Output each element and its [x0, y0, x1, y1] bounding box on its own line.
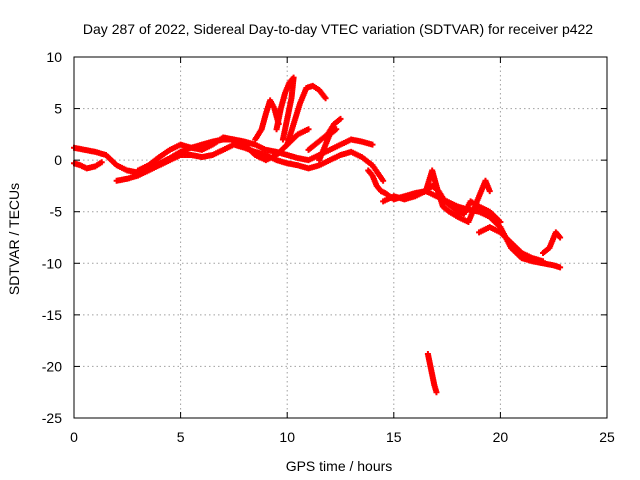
data-point: [333, 126, 340, 133]
series-trace-n: [540, 229, 564, 256]
y-tick-label: -15: [42, 307, 62, 323]
data-point: [322, 95, 329, 102]
plot-frame: [73, 56, 608, 419]
x-tick-label: 20: [493, 429, 509, 445]
y-tick-label: -20: [42, 358, 62, 374]
data-point: [369, 141, 376, 148]
series-trace-i: [316, 126, 340, 164]
data-point: [557, 264, 564, 271]
series-trace-b: [71, 159, 105, 172]
series-trace-g: [284, 82, 329, 148]
data-point: [433, 389, 440, 396]
data-point: [540, 258, 547, 265]
series-trace-l: [422, 182, 504, 226]
x-tick-label: 0: [70, 429, 78, 445]
axis-ticks: 0 5 10 15 20 25 -25 -20 -15 -10 -5 0 5 10: [42, 49, 615, 445]
y-axis-label: SDTVAR / TECUs: [6, 183, 22, 295]
data-layer: [71, 74, 564, 396]
data-point: [497, 219, 504, 226]
data-point: [279, 136, 286, 143]
x-tick-label: 25: [599, 429, 615, 445]
data-point: [486, 188, 493, 195]
y-tick-label: 10: [46, 49, 62, 65]
data-point: [557, 234, 564, 241]
x-tick-label: 5: [177, 429, 185, 445]
series-trace-a: [71, 136, 376, 176]
x-axis-label: GPS time / hours: [286, 458, 393, 474]
y-tick-label: 5: [54, 101, 62, 117]
data-point: [337, 115, 344, 122]
y-tick-label: -10: [42, 255, 62, 271]
data-point: [98, 159, 105, 166]
y-tick-label: -25: [42, 410, 62, 426]
y-tick-label: -5: [50, 204, 63, 220]
series-trace-m: [476, 224, 547, 265]
x-tick-label: 10: [279, 429, 295, 445]
x-tick-label: 15: [386, 429, 402, 445]
series-trace-c: [113, 141, 387, 184]
chart-title: Day 287 of 2022, Sidereal Day-to-day VTE…: [83, 21, 593, 37]
y-tick-label: 0: [54, 152, 62, 168]
series-trace-k: [380, 167, 493, 226]
data-point: [380, 177, 387, 184]
data-point: [305, 126, 312, 133]
series-trace-f: [273, 74, 297, 143]
series-trace-o: [424, 351, 440, 396]
grid: [74, 57, 607, 418]
